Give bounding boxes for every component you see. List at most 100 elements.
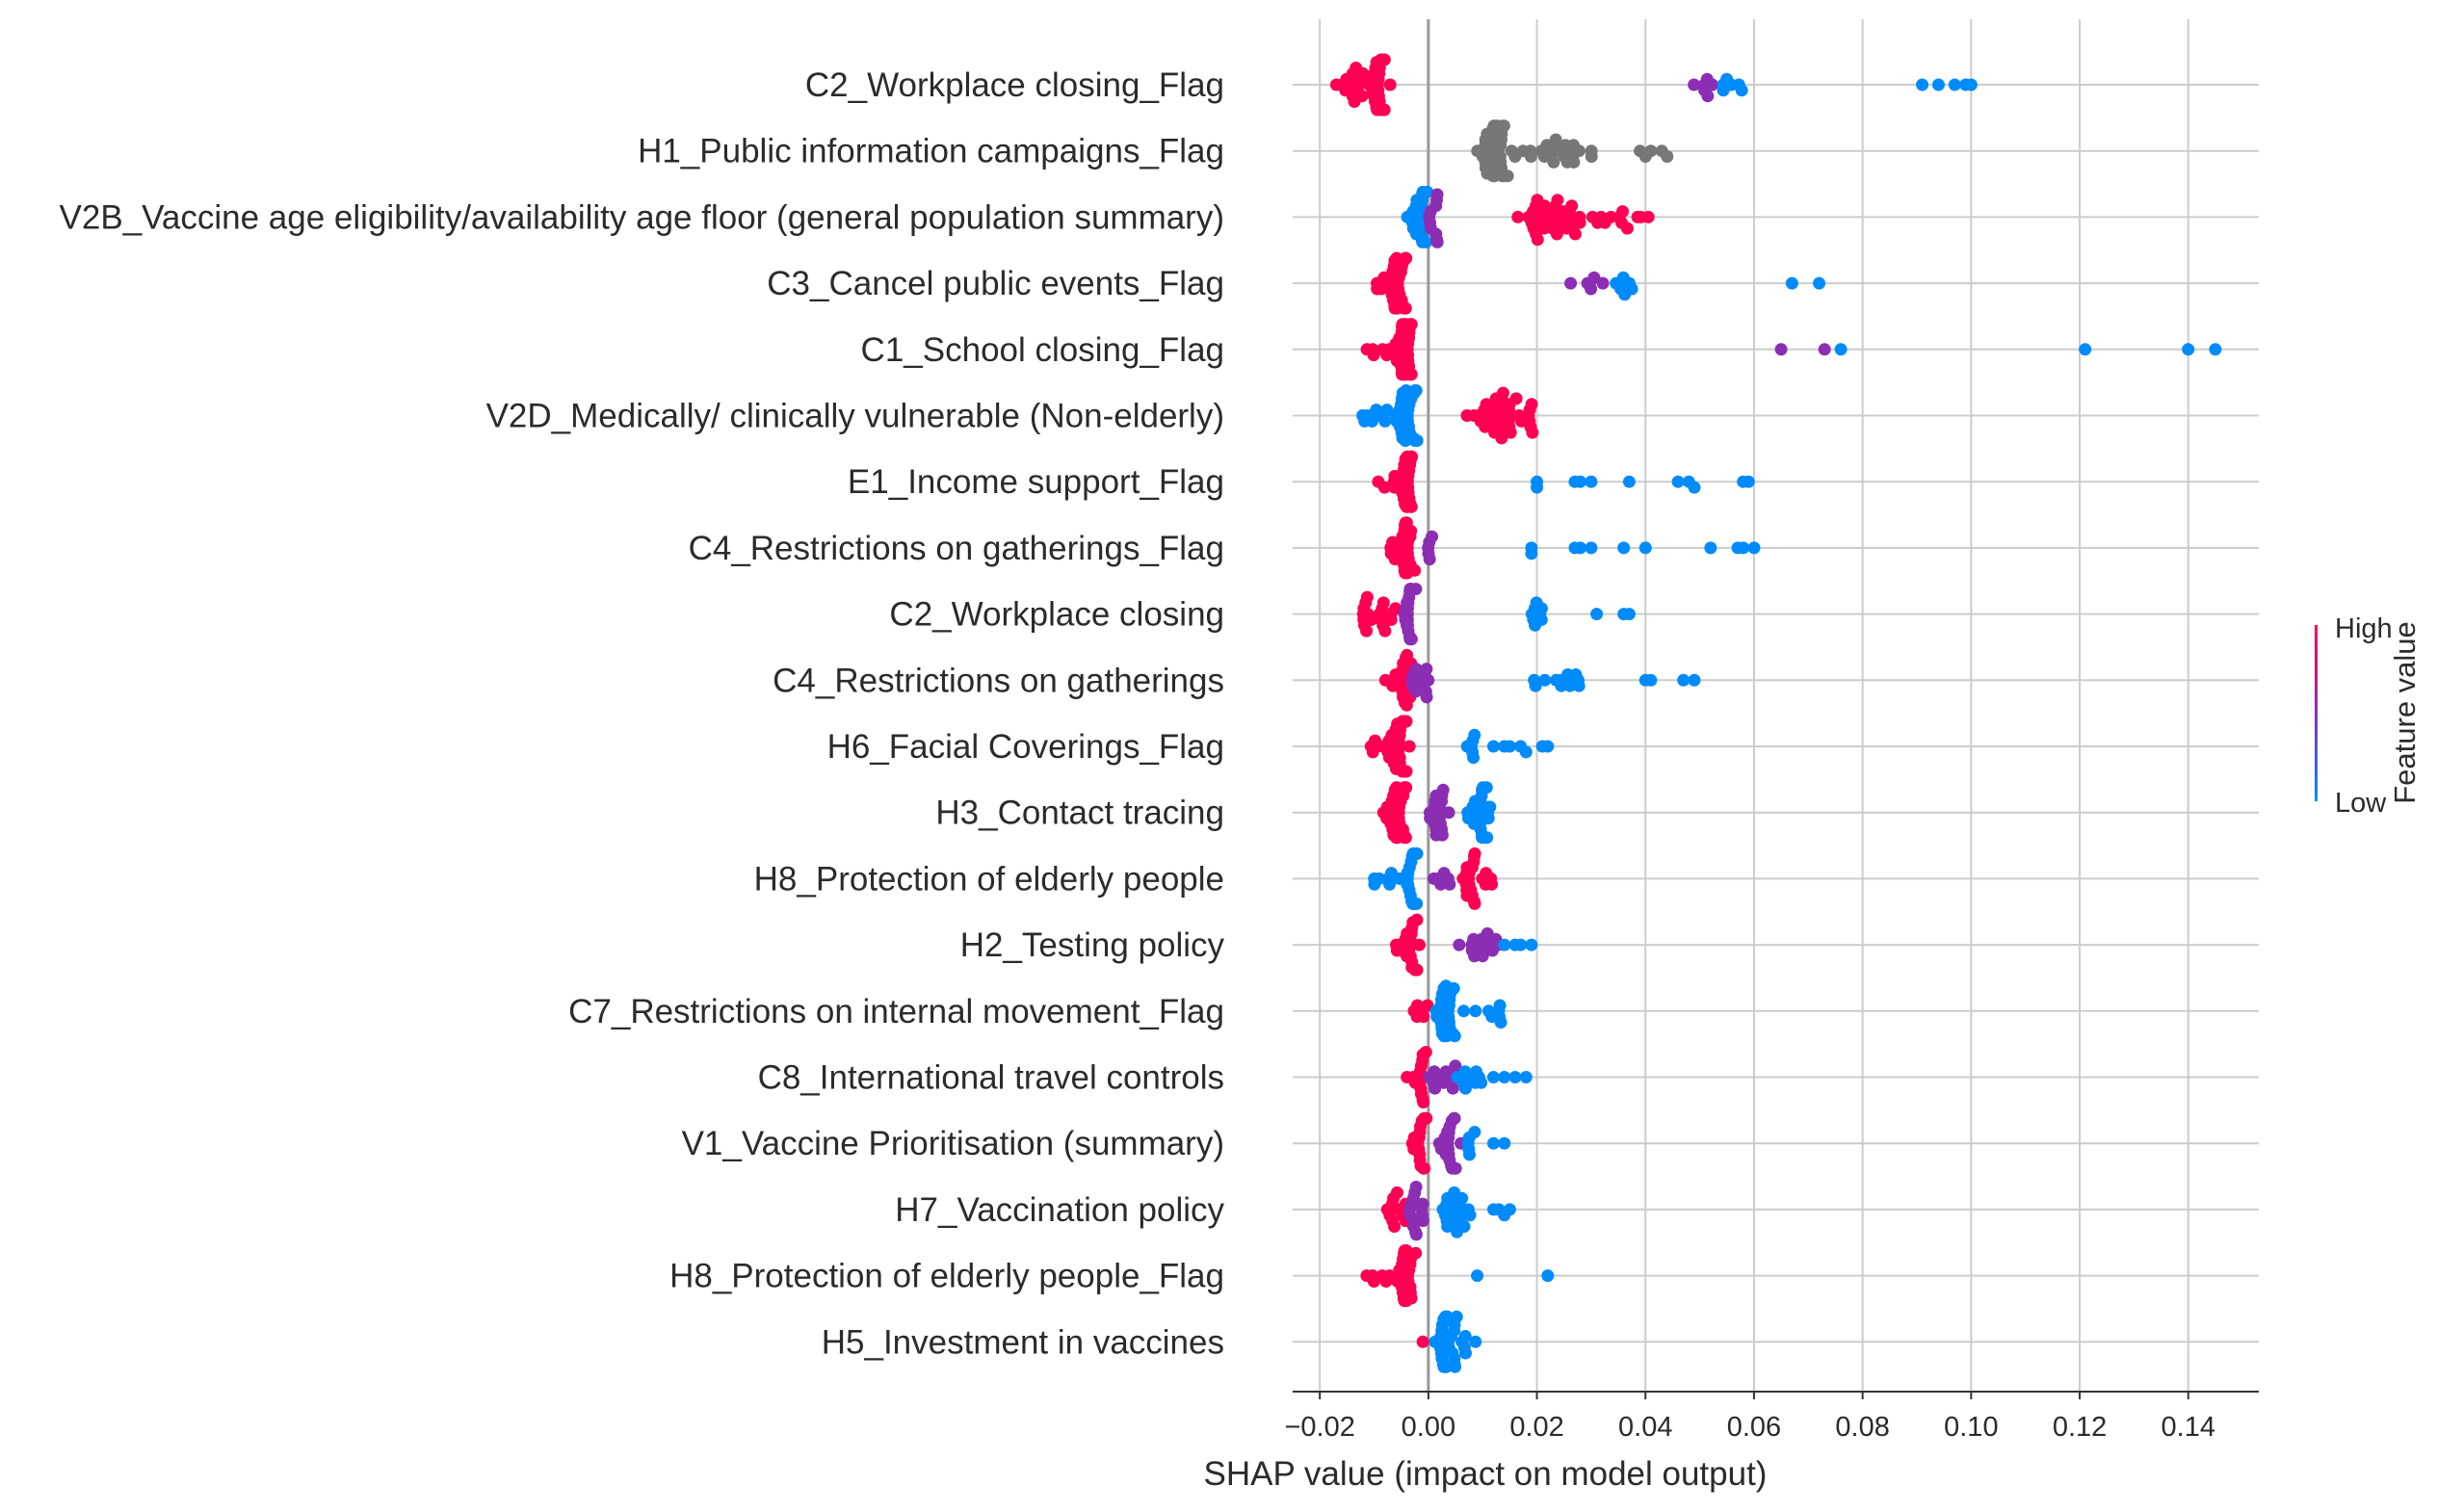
shap-point — [1495, 431, 1508, 445]
shap-point — [1916, 78, 1929, 91]
shap-point — [1774, 343, 1788, 356]
shap-point — [1535, 602, 1548, 615]
shap-point — [2182, 343, 2195, 356]
shap-point — [1524, 150, 1537, 163]
shap-point — [1400, 765, 1413, 778]
shap-point — [1948, 78, 1961, 91]
shap-point — [1475, 1076, 1488, 1089]
x-axis-title: SHAP value (impact on model output) — [1204, 1455, 1768, 1493]
shap-point — [1468, 897, 1481, 910]
shap-point — [1481, 812, 1495, 825]
shap-point — [1567, 155, 1581, 169]
shap-point — [1446, 1082, 1459, 1095]
shap-point — [1964, 78, 1978, 91]
feature-label: V2B_Vaccine age eligibility/availability… — [60, 198, 1224, 236]
feature-labels: C2_Workplace closing_Flag H1_Public infor… — [60, 66, 1225, 1361]
shap-point — [1417, 1010, 1430, 1024]
x-tick-label: 0.08 — [1835, 1412, 1889, 1443]
shap-point — [1677, 673, 1690, 687]
shap-point — [1453, 938, 1466, 952]
x-tick-label: 0.12 — [2053, 1412, 2107, 1443]
shap-point — [1747, 541, 1761, 555]
shap-point — [1617, 541, 1631, 555]
shap-point — [1503, 740, 1516, 753]
shap-point — [1585, 475, 1598, 488]
shap-point — [1509, 392, 1523, 405]
shap-point — [1409, 1181, 1423, 1193]
shap-point — [1638, 541, 1652, 555]
shap-point — [1408, 563, 1422, 577]
shap-point — [1367, 349, 1380, 362]
shap-point — [1404, 368, 1418, 381]
shap-point — [1459, 1346, 1472, 1360]
shap-point — [1568, 227, 1582, 241]
shap-point — [1400, 251, 1413, 265]
colorbar-high-label: High — [2335, 613, 2393, 644]
shap-point — [1644, 673, 1658, 687]
shap-point — [1360, 624, 1374, 638]
shap-point — [1423, 553, 1436, 566]
shap-point — [1519, 1071, 1533, 1083]
shap-point — [1410, 847, 1424, 860]
colorbar-legend: High Low Feature value — [2315, 613, 2422, 819]
feature-label: H8_Protection of elderly people_Flag — [669, 1258, 1224, 1295]
shap-point — [1485, 877, 1499, 891]
shap-point — [1449, 1161, 1462, 1175]
shap-point — [1508, 1071, 1522, 1083]
shap-point — [1573, 216, 1586, 229]
shap-point — [1701, 90, 1715, 103]
shap-point — [1706, 78, 1719, 91]
shap-point — [1404, 1291, 1418, 1305]
shap-point — [1468, 728, 1481, 742]
shap-point — [1834, 343, 1847, 356]
shap-point — [1384, 613, 1398, 626]
shap-point — [1498, 1071, 1511, 1083]
shap-point — [1416, 1335, 1429, 1348]
shap-point — [1526, 426, 1539, 439]
shap-point — [1383, 78, 1397, 91]
feature-label: V1_Vaccine Prioritisation (summary) — [682, 1125, 1224, 1162]
shap-point — [1404, 500, 1418, 513]
shap-point — [1538, 673, 1552, 687]
shap-point — [1378, 414, 1392, 428]
shap-point — [1644, 144, 1658, 158]
shap-point — [1494, 1016, 1507, 1029]
shap-point — [1497, 119, 1510, 133]
feature-label: C2_Workplace closing_Flag — [805, 66, 1224, 104]
colorbar-gradient — [2315, 625, 2318, 801]
shap-point — [1487, 1071, 1500, 1083]
shap-point — [1525, 398, 1538, 411]
shap-point — [1813, 276, 1826, 290]
x-axis: −0.02 0.00 0.02 0.04 0.06 0.08 0.10 0.12 0.14 — [1284, 1391, 2259, 1443]
shap-point — [1420, 235, 1432, 248]
shap-point — [1413, 938, 1426, 952]
shap-point — [1409, 583, 1423, 596]
shap-point — [1590, 608, 1604, 621]
shap-point — [1519, 745, 1533, 759]
shap-point — [1418, 1161, 1431, 1175]
shap-point — [1410, 963, 1424, 977]
shap-point — [2209, 343, 2222, 356]
x-tick-label: 0.14 — [2162, 1412, 2215, 1443]
shap-point — [1688, 481, 1701, 494]
shap-point — [1551, 194, 1564, 207]
feature-label: V2D_Medically/ clinically vulnerable (No… — [486, 398, 1224, 435]
shap-point — [1430, 188, 1444, 201]
x-tick-label: 0.04 — [1618, 1412, 1672, 1443]
shap-point — [1447, 981, 1460, 995]
shap-point — [1404, 524, 1418, 537]
shap-point — [1514, 938, 1528, 952]
feature-label: C4_Restrictions on gatherings — [773, 662, 1224, 699]
feature-label: H1_Public information campaigns_Flag — [638, 133, 1224, 170]
shap-point — [1498, 1136, 1511, 1150]
feature-label: H8_Protection of elderly people — [754, 860, 1224, 898]
shap-point — [1377, 53, 1391, 66]
shap-point — [1661, 150, 1674, 163]
feature-label: C1_School closing_Flag — [861, 331, 1224, 369]
shap-point — [1420, 1111, 1433, 1125]
shap-point — [1468, 1126, 1481, 1138]
shap-point — [1480, 781, 1493, 795]
colorbar-title: Feature value — [2388, 621, 2422, 804]
feature-label: C8_International travel controls — [758, 1059, 1224, 1097]
shap-point — [1529, 679, 1542, 692]
